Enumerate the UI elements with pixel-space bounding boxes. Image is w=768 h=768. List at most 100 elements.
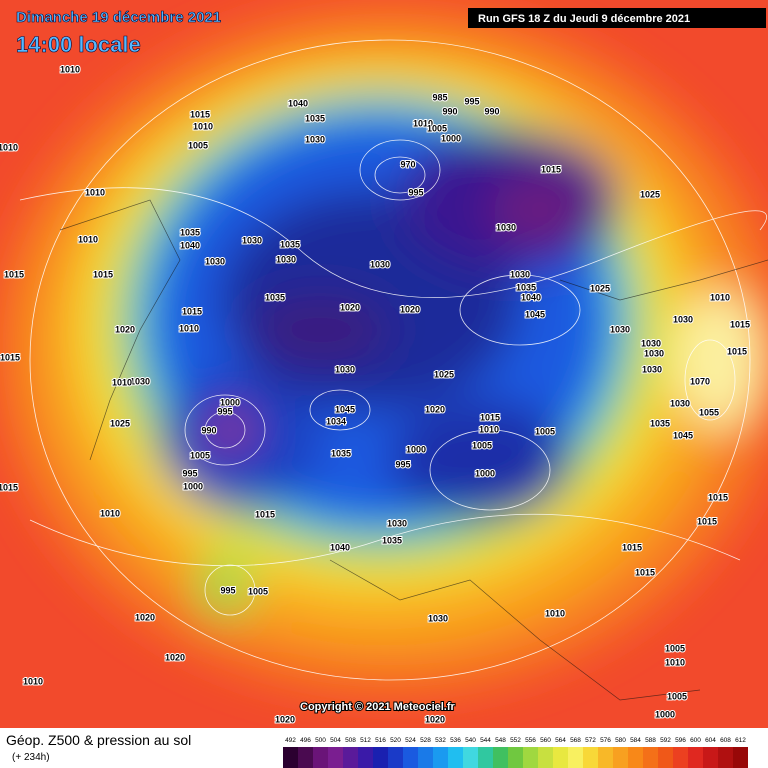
isobar-label: 1020: [425, 714, 445, 724]
isobar-label: 1010: [112, 377, 132, 387]
isobar-label: 1015: [708, 492, 728, 502]
isobar-label: 1035: [305, 113, 325, 123]
colorbar-swatch: [613, 747, 628, 768]
colorbar-swatch: [643, 747, 658, 768]
isobar-label: 1010: [413, 118, 433, 128]
isobar-label: 1020: [135, 612, 155, 622]
isobar-label: 1030: [670, 398, 690, 408]
colorbar-swatch: [358, 747, 373, 768]
colorbar-swatch: [718, 747, 733, 768]
colorbar-swatch: [628, 747, 643, 768]
colorbar-label: 524: [405, 737, 416, 744]
isobar-label: 1040: [288, 98, 308, 108]
isobar-label: 1030: [644, 348, 664, 358]
isobar-label: 1015: [190, 109, 210, 119]
colorbar-label: 540: [465, 737, 476, 744]
isobar-label: 1030: [242, 235, 262, 245]
isobar-label: 1015: [541, 164, 561, 174]
time-title: 14:00 locale: [16, 32, 141, 57]
isobar-label: 1030: [387, 518, 407, 528]
isobar-label: 1035: [516, 282, 536, 292]
colorbar-label: 604: [705, 737, 716, 744]
isobar-label: 1025: [640, 189, 660, 199]
isobar-label: 995: [408, 187, 423, 197]
isobar-label: 1010: [710, 292, 730, 302]
isobar-label: 1010: [193, 121, 213, 131]
isobar-label: 1030: [673, 314, 693, 324]
isobar-label: 1005: [248, 586, 268, 596]
isobar-label: 1030: [130, 376, 150, 386]
colorbar-swatch: [478, 747, 493, 768]
colorbar-label: 584: [630, 737, 641, 744]
colorbar-swatch: [673, 747, 688, 768]
colorbar-label: 516: [375, 737, 386, 744]
isobar-label: 1055: [699, 407, 719, 417]
colorbar-swatch: [733, 747, 748, 768]
colorbar-swatch: [328, 747, 343, 768]
colorbar-swatch: [583, 747, 598, 768]
geopotential-field: [0, 0, 768, 728]
isobar-label: 985: [432, 92, 447, 102]
isobar-labels: 1010101010151010100510401035103098599099…: [0, 63, 751, 725]
isobar-label: 1005: [190, 450, 210, 460]
colorbar-label: 528: [420, 737, 431, 744]
isobar-label: 1030: [305, 134, 325, 144]
isobar-label: 1045: [335, 404, 355, 414]
isobar-label: 1010: [78, 234, 98, 244]
isobar-label: 1020: [115, 324, 135, 334]
isobar-label: 1030: [205, 256, 225, 266]
colorbar: 492 496 500 504 508 512 516 520 524 528 532 536 540 5…: [283, 737, 748, 768]
isobar-label: 1015: [697, 516, 717, 526]
isobar-label: 1015: [480, 412, 500, 422]
isobar-label: 1010: [665, 657, 685, 667]
isobar-label: 1040: [330, 542, 350, 552]
colorbar-label: 520: [390, 737, 401, 744]
colorbar-swatch: [523, 747, 538, 768]
colorbar-swatch: [388, 747, 403, 768]
isobar-label: 990: [442, 106, 457, 116]
isobar-label: 1010: [479, 424, 499, 434]
colorbar-swatch: [403, 747, 418, 768]
isobar-label: 990: [484, 106, 499, 116]
colorbar-swatch: [538, 747, 553, 768]
isobar-label: 1005: [667, 691, 687, 701]
colorbar-swatch: [418, 747, 433, 768]
colorbar-label: 576: [600, 737, 611, 744]
isobar-label: 1020: [275, 714, 295, 724]
isobar-label: 1035: [280, 239, 300, 249]
colorbar-swatch: [568, 747, 583, 768]
isobar-label: 1034: [326, 416, 346, 426]
isobar-label: 1000: [183, 481, 203, 491]
isobar-label: 1005: [427, 123, 447, 133]
isobar-label: 1030: [610, 324, 630, 334]
colorbar-label: 596: [675, 737, 686, 744]
isobar-label: 1015: [0, 482, 18, 492]
isobar-label: 1000: [406, 444, 426, 454]
colorbar-swatch: [688, 747, 703, 768]
colorbar-label: 572: [585, 737, 596, 744]
colorbar-swatch: [448, 747, 463, 768]
isobar-label: 1020: [400, 304, 420, 314]
colorbar-label: 612: [735, 737, 746, 744]
colorbar-swatch: [433, 747, 448, 768]
isobar-label: 970: [400, 159, 415, 169]
colorbar-swatch: [463, 747, 478, 768]
isobar-label: 1005: [188, 140, 208, 150]
isobar-label: 1010: [100, 508, 120, 518]
copyright: Copyright © 2021 Meteociel.fr: [300, 701, 456, 713]
colorbar-label: 560: [540, 737, 551, 744]
isobar-label: 1010: [0, 142, 18, 152]
isobar-label: 1010: [23, 676, 43, 686]
isobar-label: 1035: [382, 535, 402, 545]
colorbar-label: 536: [450, 737, 461, 744]
isobar-label: 1030: [428, 613, 448, 623]
run-box: [468, 8, 766, 28]
isobar-label: 995: [217, 406, 232, 416]
isobar-label: 1020: [425, 404, 445, 414]
colorbar-swatch: [553, 747, 568, 768]
isobar-label: 1005: [665, 643, 685, 653]
colorbar-swatch: [343, 747, 358, 768]
colorbar-label: 552: [510, 737, 521, 744]
isobar-label: 1015: [622, 542, 642, 552]
